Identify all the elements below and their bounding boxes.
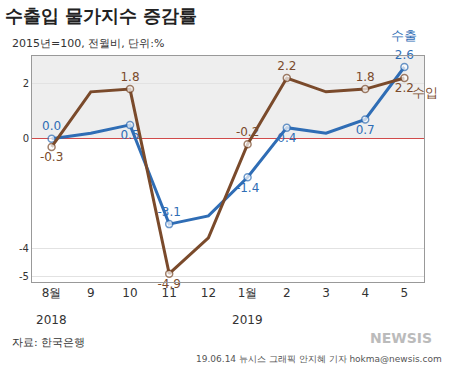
svg-text:1월: 1월 xyxy=(238,286,258,300)
svg-text:1.8: 1.8 xyxy=(356,70,375,84)
svg-text:수출입 물가지수 증감률: 수출입 물가지수 증감률 xyxy=(5,5,198,26)
svg-text:10: 10 xyxy=(122,286,137,300)
svg-text:2.2: 2.2 xyxy=(395,81,414,95)
svg-text:-0.2: -0.2 xyxy=(236,125,259,139)
svg-text:1.8: 1.8 xyxy=(120,70,139,84)
svg-text:0.4: 0.4 xyxy=(277,131,296,145)
svg-text:11: 11 xyxy=(162,286,177,300)
svg-text:9: 9 xyxy=(87,286,95,300)
svg-text:2: 2 xyxy=(23,78,29,89)
svg-text:-5: -5 xyxy=(19,271,29,282)
svg-text:8월: 8월 xyxy=(42,286,62,300)
svg-text:0: 0 xyxy=(23,133,29,144)
svg-text:수출: 수출 xyxy=(391,28,417,43)
svg-text:0.0: 0.0 xyxy=(42,119,61,133)
svg-text:-4.9: -4.9 xyxy=(157,277,180,291)
svg-text:-0.3: -0.3 xyxy=(40,150,63,164)
svg-text:수입: 수입 xyxy=(412,85,438,100)
svg-text:-1.4: -1.4 xyxy=(236,181,259,195)
svg-text:12: 12 xyxy=(201,286,216,300)
svg-text:3: 3 xyxy=(322,286,330,300)
svg-text:0.7: 0.7 xyxy=(356,123,375,137)
svg-text:2.6: 2.6 xyxy=(395,48,414,62)
svg-text:자료: 한국은행: 자료: 한국은행 xyxy=(12,336,85,349)
svg-text:2: 2 xyxy=(283,286,291,300)
svg-text:19.06.14 뉴시스 그래픽 안지혜 기자 hokma@: 19.06.14 뉴시스 그래픽 안지혜 기자 hokma@newsis.com xyxy=(196,354,442,364)
svg-text:NEWSIS: NEWSIS xyxy=(370,330,432,346)
svg-text:2019: 2019 xyxy=(232,313,263,327)
svg-text:0.5: 0.5 xyxy=(120,128,139,142)
svg-text:5: 5 xyxy=(401,286,409,300)
svg-text:4: 4 xyxy=(361,286,369,300)
svg-text:2015년=100, 전월비, 단위:%: 2015년=100, 전월비, 단위:% xyxy=(12,37,164,50)
svg-text:2.2: 2.2 xyxy=(277,59,296,73)
svg-text:-4: -4 xyxy=(19,243,29,254)
svg-text:-3.1: -3.1 xyxy=(157,205,180,219)
svg-text:2018: 2018 xyxy=(36,313,67,327)
